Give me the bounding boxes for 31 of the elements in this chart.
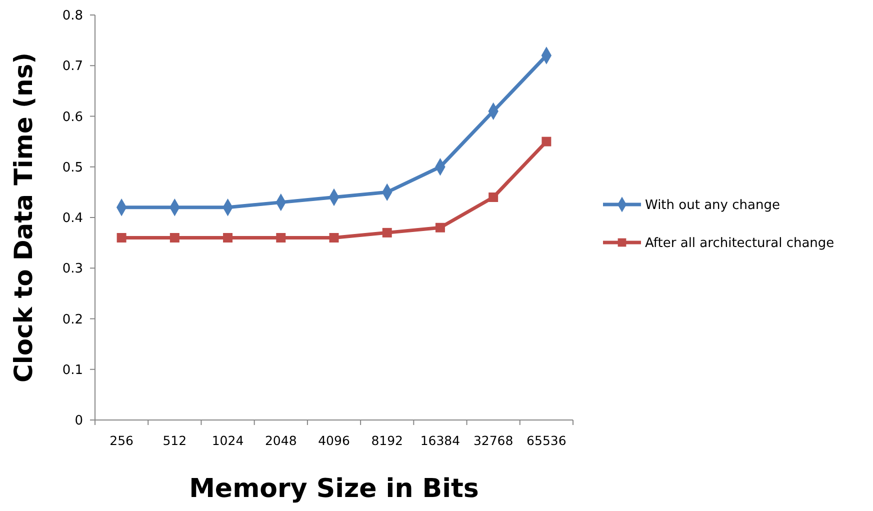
point <box>116 233 126 242</box>
point <box>542 136 552 146</box>
x-tick-label: 2048 <box>264 433 297 448</box>
x-tick-label: 8192 <box>371 433 404 448</box>
x-tick-label: 16384 <box>420 433 460 448</box>
y-tick-label: 0.8 <box>62 8 83 24</box>
point <box>170 233 180 242</box>
y-tick-label: 0.6 <box>62 110 83 125</box>
y-tick-label: 0 <box>74 414 83 429</box>
x-tick-label: 65536 <box>526 433 566 448</box>
y-tick-label: 0.2 <box>62 312 83 328</box>
point <box>223 233 233 242</box>
point <box>435 222 445 232</box>
x-tick-label: 1024 <box>212 433 244 448</box>
x-tick-label: 32768 <box>473 433 514 448</box>
y-axis-title: Clock to Data Time (ns) <box>9 52 38 383</box>
x-tick-label: 4096 <box>318 433 350 448</box>
point <box>276 233 286 242</box>
y-tick-label: 0.5 <box>62 160 83 176</box>
y-tick-label: 0.3 <box>62 262 83 277</box>
legend-label: With out any change <box>645 198 780 214</box>
point <box>329 233 339 242</box>
legend-label: After all architectural change <box>645 236 834 252</box>
y-tick-label: 0.7 <box>62 59 83 74</box>
x-tick-label: 256 <box>110 433 134 448</box>
point <box>488 192 498 202</box>
x-axis-title: Memory Size in Bits <box>189 474 479 504</box>
point <box>382 228 392 238</box>
y-tick-label: 0.1 <box>62 362 83 378</box>
y-tick-label: 0.4 <box>62 211 83 226</box>
x-tick-label: 512 <box>162 433 187 448</box>
